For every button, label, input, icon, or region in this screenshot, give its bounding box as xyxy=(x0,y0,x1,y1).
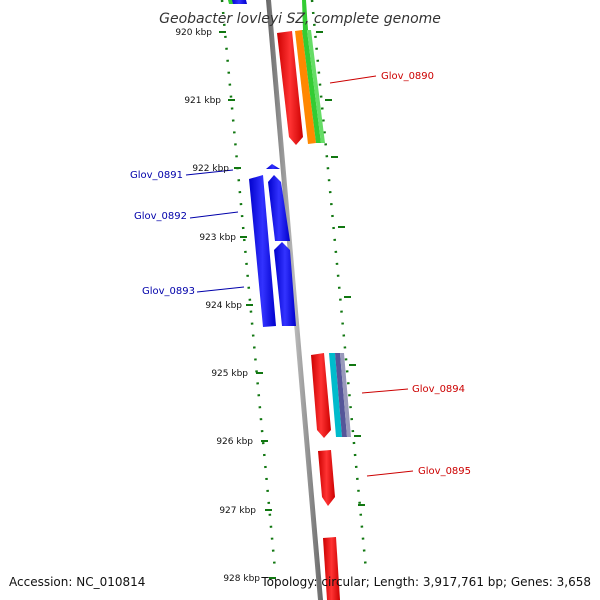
tick-label-922: 922 kbp xyxy=(192,164,229,174)
gene-glov-0894-purple xyxy=(335,353,347,437)
gene-label-glov-0895[interactable]: Glov_0895 xyxy=(418,466,471,477)
gene-top-green-ext xyxy=(302,0,308,30)
outer-guide-dots xyxy=(310,0,368,571)
gene-top-green-stub xyxy=(228,0,233,4)
gene-glov-0892 xyxy=(268,175,290,241)
tick-label-923: 923 kbp xyxy=(199,233,236,243)
gene-glov-0890-red xyxy=(277,31,303,145)
accession-text: Accession: NC_010814 xyxy=(9,575,145,589)
tick-label-925: 925 kbp xyxy=(211,369,248,379)
gene-glov-0894-cyan xyxy=(329,353,342,437)
gene-label-glov-0893[interactable]: Glov_0893 xyxy=(142,286,195,297)
topology-text: Topology: circular; Length: 3,917,761 bp… xyxy=(260,575,591,589)
tick-label-924: 924 kbp xyxy=(205,301,242,311)
gene-glov-0891 xyxy=(266,164,280,169)
gene-label-glov-0894[interactable]: Glov_0894 xyxy=(412,384,465,395)
leader-lines xyxy=(185,75,414,477)
tick-label-927: 927 kbp xyxy=(219,506,256,516)
gene-label-glov-0890[interactable]: Glov_0890 xyxy=(381,71,434,82)
gene-glov-0890-green-a xyxy=(302,30,321,143)
gene-label-glov-0891[interactable]: Glov_0891 xyxy=(130,170,183,181)
gene-bottom-red xyxy=(323,537,340,600)
gene-large-blue xyxy=(249,175,276,327)
gene-glov-0890-orange xyxy=(295,30,316,144)
gene-glov-0890-green-b xyxy=(307,30,325,143)
tick-marks xyxy=(219,31,365,579)
genome-backbone xyxy=(266,0,323,600)
tick-label-928: 928 kbp xyxy=(223,574,260,584)
map-title: Geobacter lovleyi SZ, complete genome xyxy=(159,11,441,27)
gene-glov-0894-grey xyxy=(340,353,351,437)
tick-label-921: 921 kbp xyxy=(184,96,221,106)
tick-label-920: 920 kbp xyxy=(175,28,212,38)
gene-glov-0894-red xyxy=(311,353,331,438)
gene-glov-0895 xyxy=(318,450,335,506)
gene-glov-0893 xyxy=(274,242,296,326)
gene-label-glov-0892[interactable]: Glov_0892 xyxy=(134,211,187,222)
gene-top-blue xyxy=(231,0,247,4)
tick-label-926: 926 kbp xyxy=(216,437,253,447)
